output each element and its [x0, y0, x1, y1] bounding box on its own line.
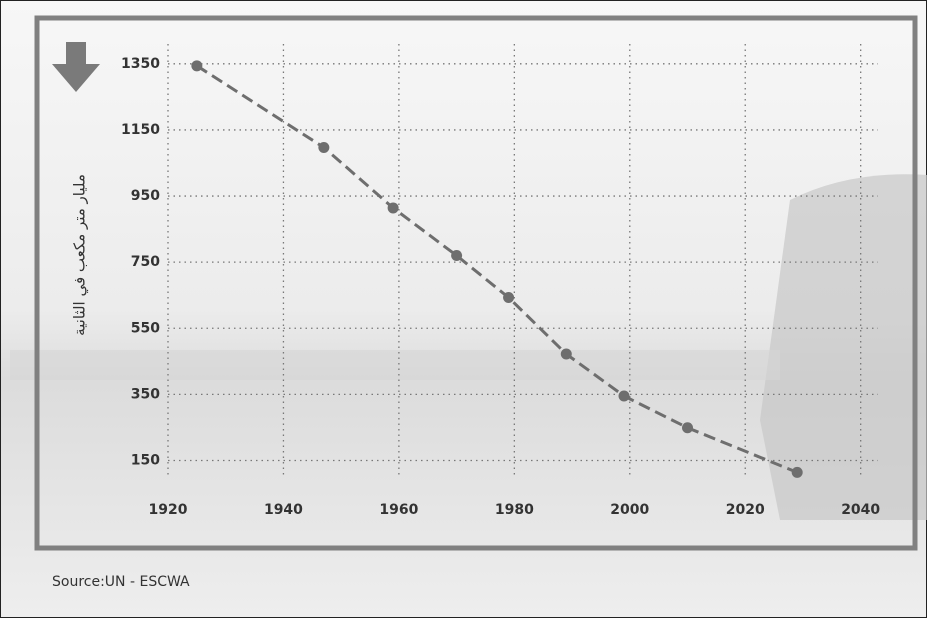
x-tick-label: 1980 [495, 502, 534, 518]
x-tick-label: 2000 [610, 502, 649, 518]
y-tick-label: 1150 [121, 122, 160, 138]
y-axis-label: مليار متر مكعب في الثانية [71, 174, 90, 336]
point [191, 60, 203, 72]
point [503, 292, 515, 304]
frame [34, 15, 918, 551]
down-arrow [52, 42, 100, 92]
photo-rock [760, 174, 927, 520]
photo-shore [10, 350, 780, 380]
point [451, 250, 463, 262]
y-tick-label: 950 [131, 188, 160, 204]
point [618, 390, 630, 402]
y-tick-label: 150 [131, 452, 160, 468]
x-tick-label: 1960 [379, 502, 418, 518]
point [387, 202, 399, 214]
y-tick-label: 750 [131, 254, 160, 270]
point [318, 141, 330, 153]
x-tick-label: 2040 [841, 502, 880, 518]
point [682, 422, 694, 434]
point [791, 466, 803, 478]
source: Source:UN - ESCWA [52, 574, 190, 590]
x-tick-label: 1940 [264, 502, 303, 518]
y-tick-label: 350 [131, 386, 160, 402]
y-tick-label: 550 [131, 320, 160, 336]
x-tick-label: 2020 [726, 502, 765, 518]
y-tick-label: 1350 [121, 56, 160, 72]
x-tick-label: 1920 [149, 502, 188, 518]
point [560, 348, 572, 360]
